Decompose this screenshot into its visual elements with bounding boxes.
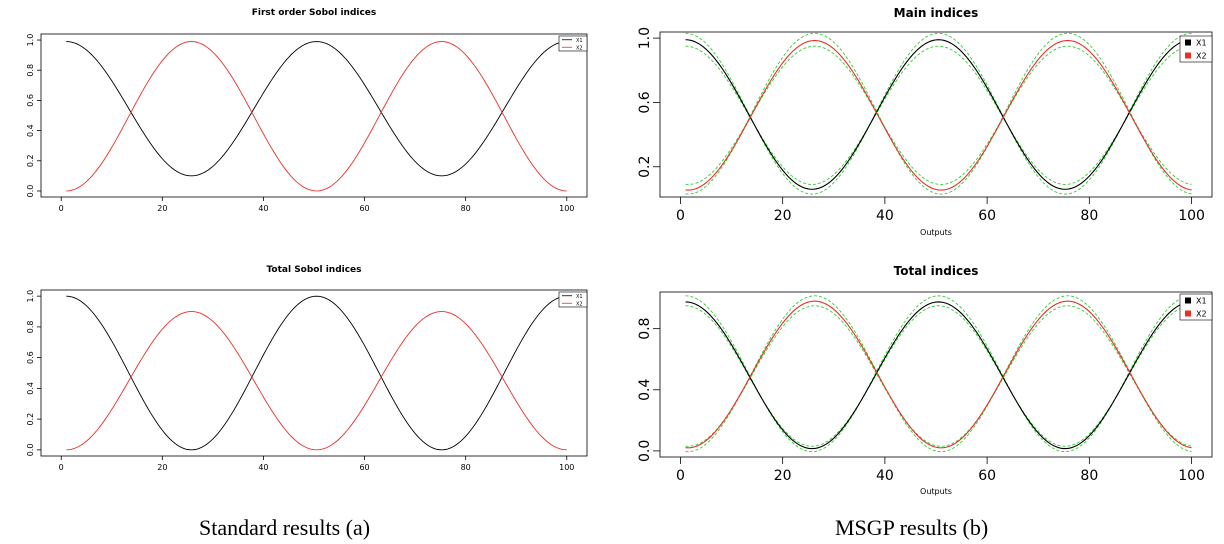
x-tick-label: 60 (978, 468, 996, 484)
series-line-x1 (685, 39, 1192, 190)
caption-right: MSGP results (b) (835, 515, 989, 540)
y-tick-label: 0.0 (637, 440, 653, 462)
confidence-band-line (685, 32, 1192, 195)
legend-label: X1 (1196, 39, 1207, 48)
x-tick-label: 100 (1178, 468, 1205, 484)
y-tick-label: 0.4 (26, 382, 35, 395)
x-tick-label: 40 (876, 208, 894, 224)
legend-label: X2 (576, 301, 583, 307)
chart-title: Main indices (894, 6, 979, 20)
x-tick-label: 20 (774, 208, 792, 224)
x-axis-label: Outputs (920, 228, 952, 237)
x-tick-label: 100 (559, 204, 574, 213)
legend-label: X1 (576, 294, 583, 300)
x-tick-label: 60 (359, 204, 369, 213)
legend-label: X2 (576, 45, 583, 51)
y-tick-label: 0.8 (26, 321, 35, 334)
confidence-band-line (685, 45, 1192, 185)
series-line-x1 (66, 41, 567, 177)
confidence-band-line (685, 45, 1192, 185)
plot-area (685, 295, 1192, 453)
x-tick-label: 0 (59, 463, 64, 472)
x-tick-label: 80 (461, 463, 471, 472)
y-tick-label: 0.2 (637, 156, 653, 178)
chart-msgp-total: Total indices 0 20 40 60 80 100 0.0 0.4 0.8 Output… (637, 264, 1213, 496)
plot-area (66, 295, 567, 451)
series-line-x1 (66, 295, 567, 451)
x-tick-label: 40 (258, 463, 268, 472)
y-tick-label: 0.2 (26, 413, 35, 426)
y-tick-label: 0.6 (26, 351, 35, 364)
y-tick-label: 0.6 (26, 94, 35, 107)
legend-box (558, 35, 588, 52)
legend-swatch (1185, 310, 1191, 317)
plot-frame (40, 33, 588, 198)
confidence-band-line (685, 295, 1192, 453)
x-tick-label: 80 (1080, 468, 1098, 484)
y-tick-label: 0.8 (26, 64, 35, 77)
x-tick-label: 0 (676, 208, 685, 224)
x-tick-label: 80 (1080, 208, 1098, 224)
legend-box (558, 291, 588, 308)
x-tick-label: 100 (1178, 208, 1205, 224)
plot-frame (659, 291, 1213, 458)
x-tick-label: 40 (876, 468, 894, 484)
series-line-x2 (685, 40, 1192, 191)
chart-msgp-main: Main indices 0 20 40 60 80 100 0.2 0.6 1.0 Outputs… (637, 6, 1213, 237)
legend-swatch (1185, 52, 1191, 59)
chart-title: Total Sobol indices (266, 265, 361, 275)
y-tick-label: 0.4 (26, 124, 35, 137)
x-tick-label: 0 (59, 204, 64, 213)
series-line-x2 (66, 311, 567, 451)
x-tick-label: 20 (157, 463, 167, 472)
plot-frame (659, 31, 1213, 198)
confidence-band-line (685, 32, 1192, 195)
plot-area (685, 32, 1192, 195)
x-axis-label: Outputs (920, 487, 952, 496)
series-line-x2 (66, 41, 567, 192)
y-tick-label: 1.0 (26, 34, 35, 47)
legend-label: X2 (1196, 52, 1207, 61)
legend-swatch (1185, 297, 1191, 304)
y-tick-label: 0.2 (26, 154, 35, 167)
x-tick-label: 20 (157, 204, 167, 213)
chart-std-total: Total Sobol indices 0 20 40 60 80 100 0.0 0.2 0.4… (26, 265, 588, 472)
series-line-x2 (685, 300, 1192, 449)
caption-left: Standard results (a) (199, 515, 371, 540)
confidence-band-line (685, 305, 1192, 447)
series-line-x1 (685, 301, 1192, 450)
legend-label: X1 (1196, 297, 1207, 306)
plot-frame (40, 289, 588, 457)
x-tick-label: 80 (461, 204, 471, 213)
plot-area (66, 41, 567, 192)
y-tick-label: 0.6 (637, 91, 653, 113)
chart-std-first: First order Sobol indices 0 20 40 60 80 100 0.0… (26, 8, 588, 213)
x-tick-label: 40 (258, 204, 268, 213)
y-tick-label: 1.0 (26, 290, 35, 303)
x-tick-label: 0 (676, 468, 685, 484)
chart-title: First order Sobol indices (252, 8, 377, 18)
legend-label: X1 (576, 38, 583, 44)
confidence-band-line (685, 305, 1192, 447)
chart-title: Total indices (894, 264, 979, 278)
x-tick-label: 60 (359, 463, 369, 472)
x-tick-label: 60 (978, 208, 996, 224)
y-tick-label: 0.0 (26, 443, 35, 456)
legend-swatch (1185, 39, 1191, 46)
y-tick-label: 0.0 (26, 185, 35, 198)
confidence-band-line (685, 295, 1192, 453)
legend-label: X2 (1196, 310, 1207, 319)
x-tick-label: 100 (559, 463, 574, 472)
y-tick-label: 1.0 (637, 27, 653, 49)
y-tick-label: 0.8 (637, 318, 653, 340)
y-tick-label: 0.4 (637, 379, 653, 401)
x-tick-label: 20 (774, 468, 792, 484)
